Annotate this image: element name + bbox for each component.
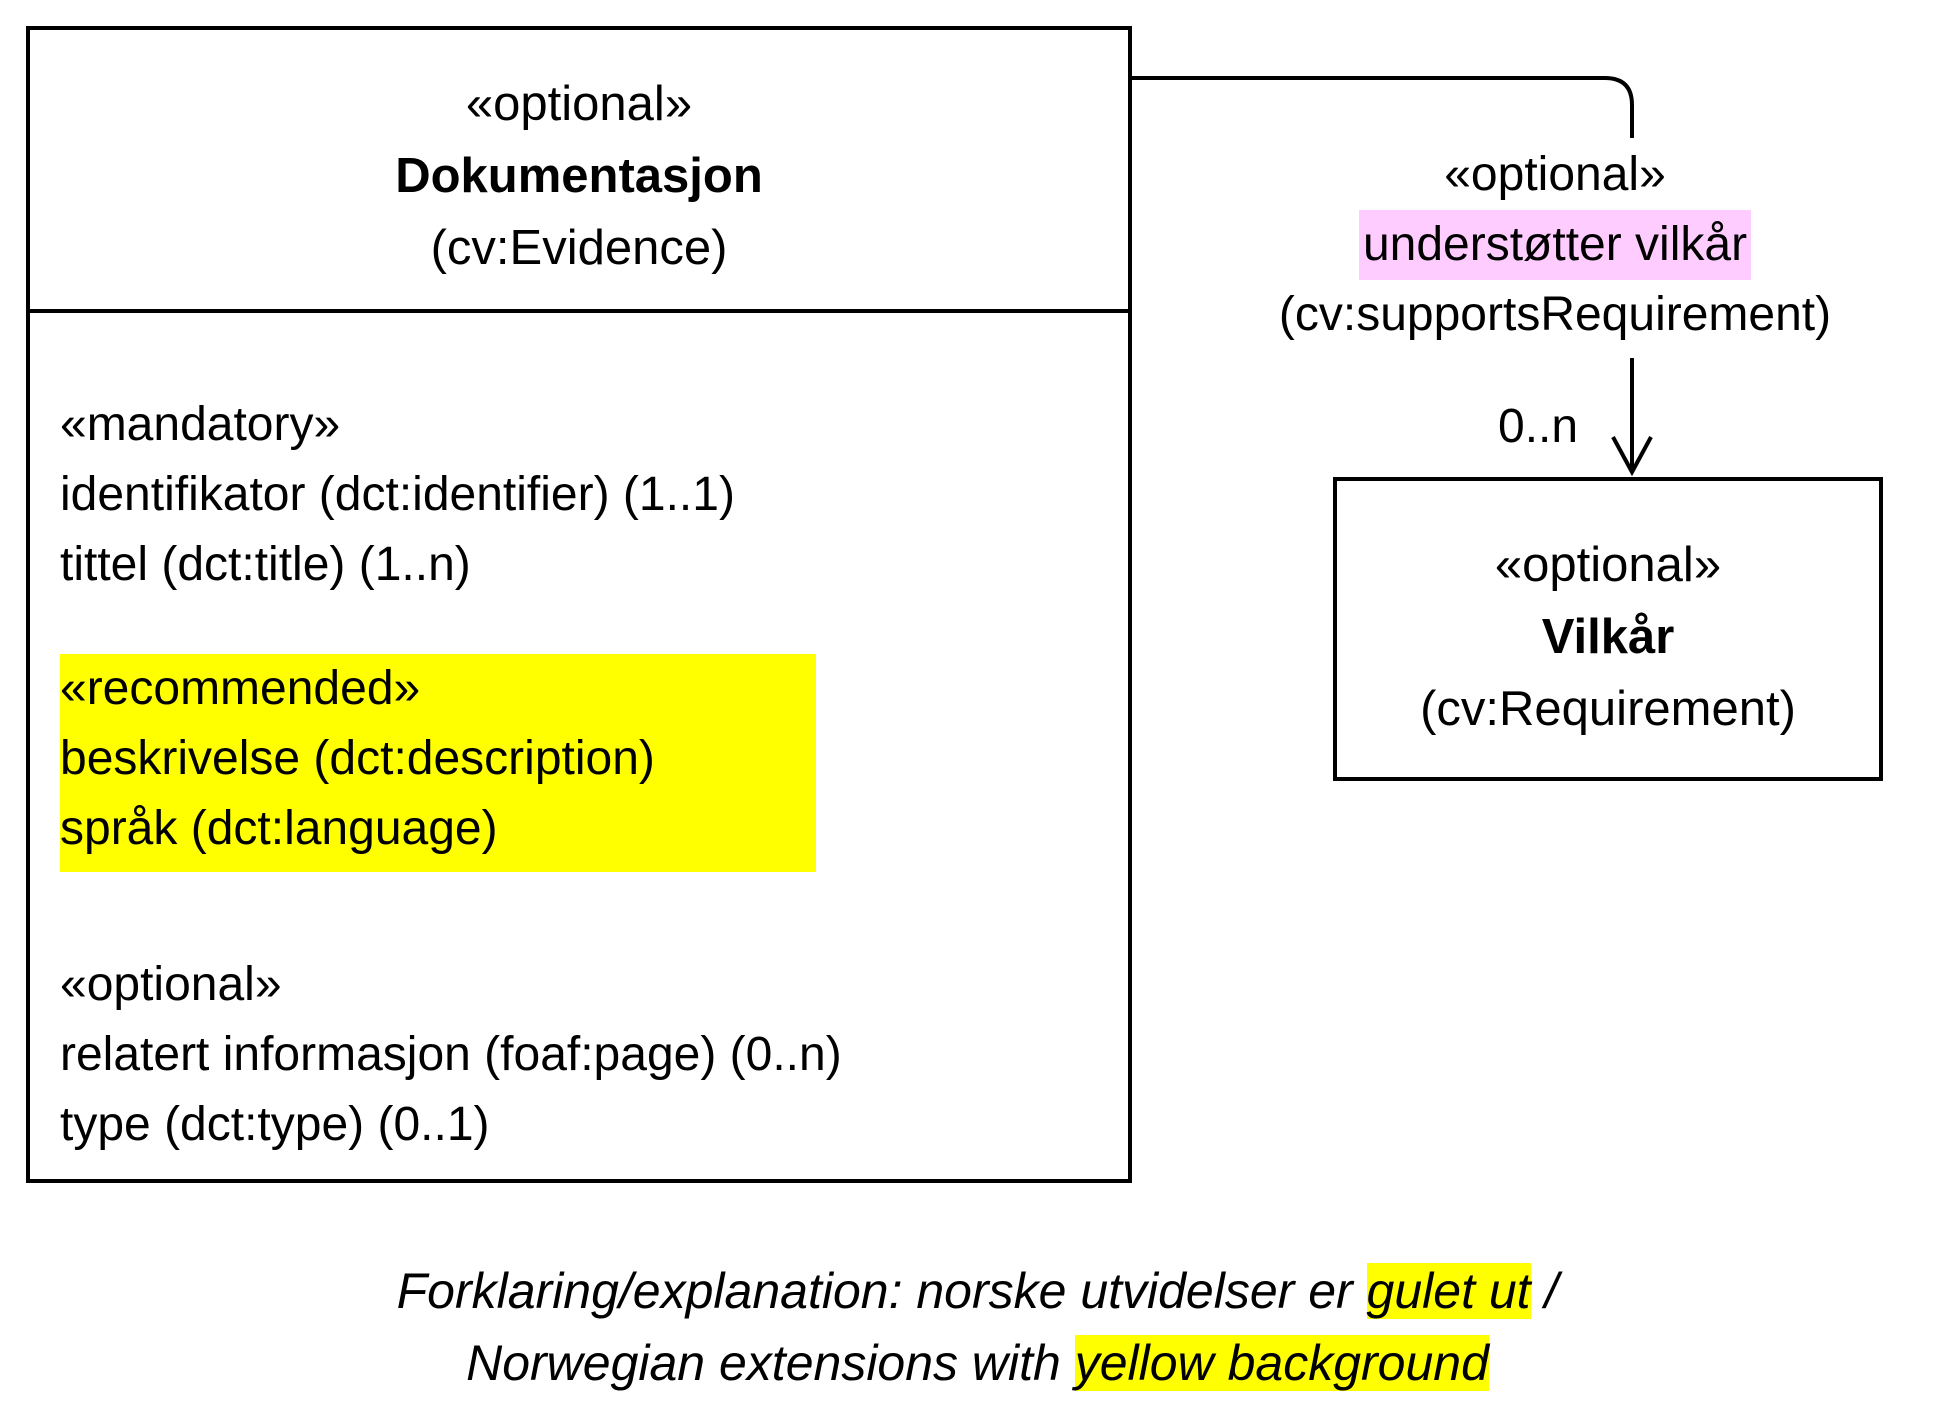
attribute: type (dct:type) (0..1) bbox=[60, 1098, 490, 1151]
group-stereotype: «optional» bbox=[60, 958, 282, 1011]
class-dokumentasjon[interactable]: «optional» Dokumentasjon (cv:Evidence) «… bbox=[26, 26, 1132, 1183]
legend-highlight: gulet ut bbox=[1366, 1263, 1531, 1319]
association-multiplicity: 0..n bbox=[1498, 400, 1579, 453]
class-vilkar[interactable]: «optional» Vilkår (cv:Requirement) bbox=[1333, 477, 1883, 781]
attribute: tittel (dct:title) (1..n) bbox=[60, 538, 471, 591]
arrowhead-icon bbox=[1611, 436, 1653, 477]
class-name: Dokumentasjon bbox=[395, 149, 763, 203]
legend-highlight: yellow background bbox=[1074, 1335, 1489, 1391]
class-uri: (cv:Requirement) bbox=[1420, 682, 1796, 736]
group-stereotype: «recommended» bbox=[60, 662, 421, 715]
association-line bbox=[1130, 76, 1634, 138]
class-uri: (cv:Evidence) bbox=[430, 221, 728, 275]
legend-line-1: Forklaring/explanation: norske utvidelse… bbox=[0, 1255, 1955, 1327]
attribute: identifikator (dct:identifier) (1..1) bbox=[60, 468, 735, 521]
class-divider bbox=[30, 309, 1128, 313]
attribute: beskrivelse (dct:description) bbox=[60, 732, 655, 785]
association-name: understøtter vilkår bbox=[1358, 210, 1752, 280]
attribute-group-optional: «optional» relatert informasjon (foaf:pa… bbox=[60, 950, 842, 1160]
class-header: «optional» Vilkår (cv:Requirement) bbox=[1337, 529, 1879, 745]
class-stereotype: «optional» bbox=[1494, 538, 1722, 592]
class-header: «optional» Dokumentasjon (cv:Evidence) bbox=[30, 68, 1128, 284]
class-stereotype: «optional» bbox=[465, 77, 693, 131]
legend-text: Forklaring/explanation: norske utvidelse… bbox=[396, 1263, 1367, 1319]
legend-line-2: Norwegian extensions with yellow backgro… bbox=[0, 1327, 1955, 1399]
legend-text: Norwegian extensions with bbox=[466, 1335, 1075, 1391]
legend-text: / bbox=[1530, 1263, 1559, 1319]
attribute: relatert informasjon (foaf:page) (0..n) bbox=[60, 1028, 842, 1081]
group-stereotype: «mandatory» bbox=[60, 398, 341, 451]
legend: Forklaring/explanation: norske utvidelse… bbox=[0, 1255, 1955, 1399]
attribute: språk (dct:language) bbox=[60, 802, 498, 855]
association-stereotype: «optional» bbox=[1180, 140, 1930, 210]
association-uri: (cv:supportsRequirement) bbox=[1180, 280, 1930, 350]
association-label: «optional» understøtter vilkår (cv:suppo… bbox=[1180, 140, 1930, 350]
class-name: Vilkår bbox=[1541, 610, 1675, 664]
attribute-group-mandatory: «mandatory» identifikator (dct:identifie… bbox=[60, 390, 735, 600]
attribute-group-recommended: «recommended» beskrivelse (dct:descripti… bbox=[60, 654, 816, 872]
